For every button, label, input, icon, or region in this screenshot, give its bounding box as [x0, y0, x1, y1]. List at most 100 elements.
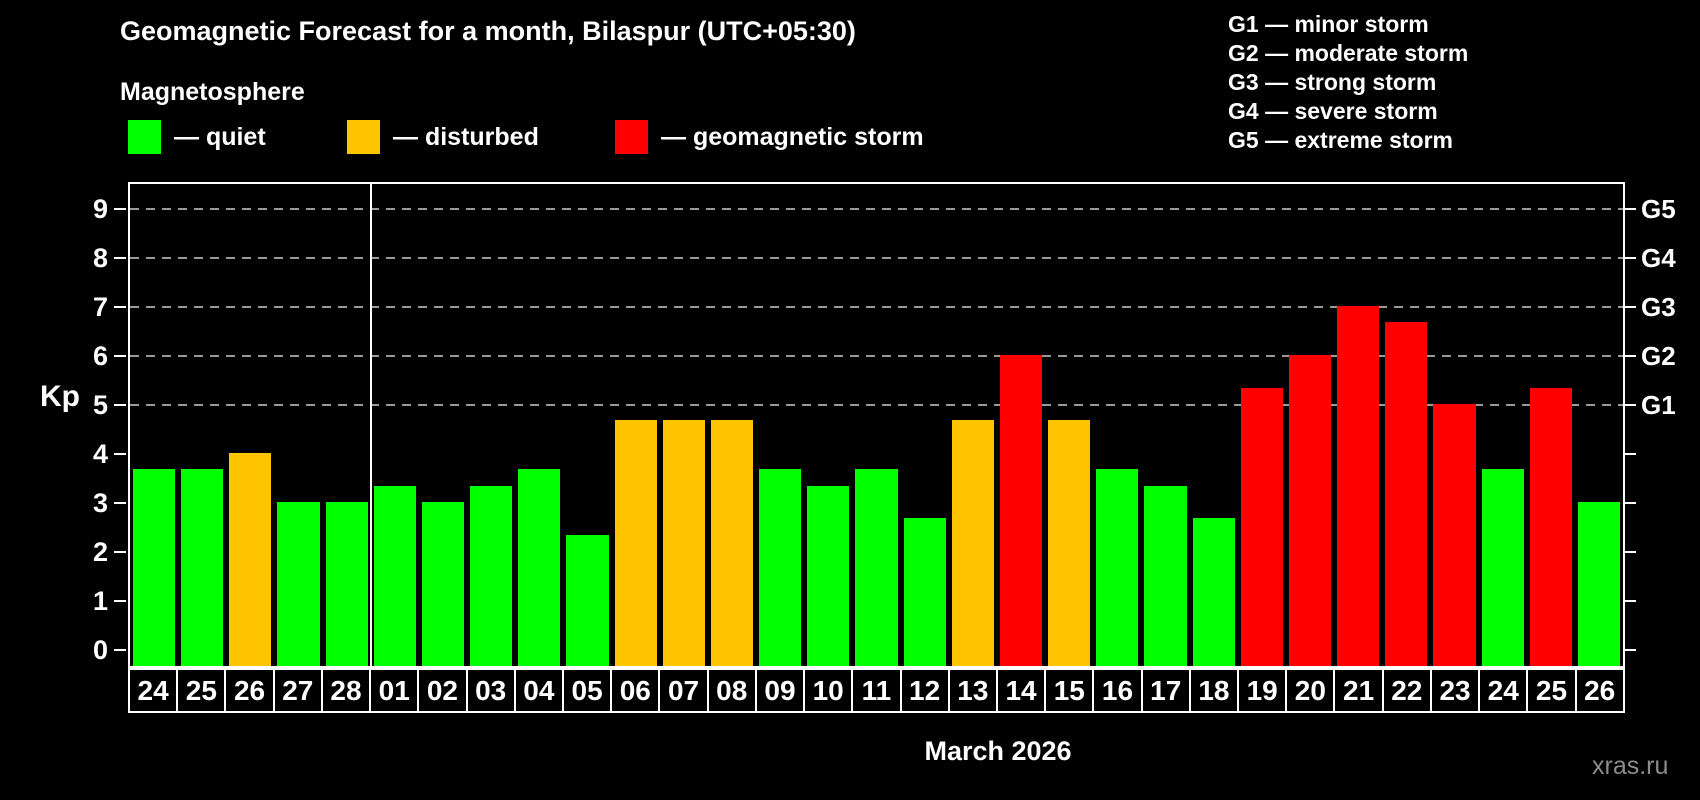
gridline-kp7 — [130, 306, 1623, 308]
bar-day-17-mar — [1144, 485, 1187, 666]
day-label-cell: 25 — [1526, 668, 1577, 713]
day-label-cell: 23 — [1429, 668, 1481, 713]
y-tick-label-9: 9 — [92, 194, 108, 224]
month-label: March 2026 — [924, 736, 1072, 766]
plot-area — [128, 182, 1625, 668]
day-label-cell: 26 — [1574, 668, 1625, 713]
bar-day-09-mar — [759, 469, 802, 666]
right-tick-kp4 — [1624, 453, 1636, 455]
right-tick-kp8 — [1624, 257, 1636, 259]
y-tick-label-6: 6 — [92, 341, 108, 371]
kp-axis-label: Kp — [40, 380, 80, 413]
chart-title: Geomagnetic Forecast for a month, Bilasp… — [120, 16, 856, 46]
right-tick-kp3 — [1624, 502, 1636, 504]
bar-day-28-feb — [325, 502, 368, 666]
right-tick-kp1 — [1624, 600, 1636, 602]
day-label-cell: 13 — [947, 668, 998, 713]
bar-day-27-feb — [277, 502, 320, 666]
bar-day-06-mar — [614, 420, 657, 666]
day-label-cell: 14 — [995, 668, 1047, 713]
day-label-cell: 19 — [1237, 668, 1288, 713]
right-tick-kp0 — [1624, 649, 1636, 651]
bar-day-25-feb — [181, 469, 224, 666]
day-axis-row: 24 25 26 27 28 01 02 03 04 05 06 07 08 09 10 11 12 13 14 15… — [128, 668, 1625, 713]
g-legend-line: G3 — strong storm — [1228, 69, 1437, 95]
bar-day-04-mar — [518, 469, 561, 666]
y-tick-label-5: 5 — [92, 390, 108, 420]
day-label-cell: 04 — [513, 668, 564, 713]
bar-day-24-mar — [1481, 469, 1524, 666]
y-tick-label-2: 2 — [92, 537, 108, 567]
y-tick-label-0: 0 — [92, 635, 108, 665]
day-label-cell: 05 — [561, 668, 613, 713]
bar-day-22-mar — [1385, 322, 1428, 666]
day-label-cell: 09 — [754, 668, 806, 713]
left-tick-kp3 — [114, 502, 126, 504]
bar-day-01-mar — [373, 485, 416, 666]
day-label-cell: 10 — [803, 668, 854, 713]
gridline-kp8 — [130, 257, 1623, 259]
gridline-kp9 — [130, 208, 1623, 210]
y-tick-label-1: 1 — [92, 586, 108, 616]
day-label-cell: 03 — [465, 668, 516, 713]
legend-label-quiet: — quiet — [174, 122, 266, 151]
bar-day-02-mar — [421, 502, 465, 666]
day-label-cell: 27 — [272, 668, 323, 713]
bar-day-26-feb — [229, 453, 272, 666]
day-label-cell: 21 — [1333, 668, 1384, 713]
g-legend-line: G4 — severe storm — [1228, 98, 1438, 124]
bar-day-03-mar — [470, 485, 513, 666]
g-legend-line: G1 — minor storm — [1228, 11, 1429, 37]
day-label-cell: 11 — [851, 668, 902, 713]
bar-day-24-feb — [133, 469, 176, 666]
legend-item-disturbed: — disturbed — [347, 119, 539, 155]
bar-day-14-mar — [999, 355, 1043, 666]
day-label-cell: 07 — [658, 668, 709, 713]
left-tick-kp8 — [114, 257, 126, 259]
right-tick-kp5 — [1624, 404, 1636, 406]
legend-item-storm: — geomagnetic storm — [615, 119, 924, 155]
y-tick-label-8: 8 — [92, 243, 108, 273]
left-tick-kp9 — [114, 208, 126, 210]
day-label-cell: 15 — [1044, 668, 1095, 713]
feb-mar-separator — [369, 184, 372, 666]
bar-day-20-mar — [1288, 355, 1332, 666]
bar-day-08-mar — [710, 420, 754, 666]
day-label-cell: 20 — [1285, 668, 1336, 713]
storm-color-swatch — [615, 120, 648, 154]
bar-day-12-mar — [903, 518, 946, 666]
day-label-cell: 17 — [1140, 668, 1191, 713]
bar-day-23-mar — [1433, 404, 1476, 666]
g-legend-line: G2 — moderate storm — [1228, 40, 1469, 66]
bar-day-25-mar — [1529, 387, 1572, 666]
bar-day-19-mar — [1240, 387, 1283, 666]
bar-day-16-mar — [1096, 469, 1139, 666]
legend-label-disturbed: — disturbed — [393, 122, 539, 151]
day-label-cell: 24 — [1478, 668, 1529, 713]
gridline-kp6 — [130, 355, 1623, 357]
legend-item-quiet: — quiet — [128, 119, 266, 155]
bar-day-26-mar — [1577, 502, 1620, 666]
day-label-cell: 22 — [1381, 668, 1432, 713]
left-tick-kp2 — [114, 551, 126, 553]
y-tick-label-3: 3 — [92, 488, 108, 518]
day-label-cell: 25 — [176, 668, 227, 713]
left-tick-kp7 — [114, 306, 126, 308]
left-tick-kp5 — [114, 404, 126, 406]
day-label-cell: 08 — [706, 668, 757, 713]
watermark: xras.ru — [1592, 752, 1669, 780]
day-label-cell: 18 — [1188, 668, 1240, 713]
day-label-cell: 16 — [1092, 668, 1143, 713]
left-tick-kp0 — [114, 649, 126, 651]
day-label-cell: 12 — [899, 668, 950, 713]
right-axis-label-G5: G5 — [1641, 194, 1676, 224]
quiet-color-swatch — [128, 120, 161, 154]
bar-day-21-mar — [1337, 306, 1380, 666]
bar-day-05-mar — [566, 534, 609, 666]
bar-day-15-mar — [1048, 420, 1091, 666]
y-tick-label-4: 4 — [92, 439, 108, 469]
y-tick-label-7: 7 — [92, 292, 108, 322]
right-tick-kp9 — [1624, 208, 1636, 210]
day-label-cell: 24 — [128, 668, 179, 713]
